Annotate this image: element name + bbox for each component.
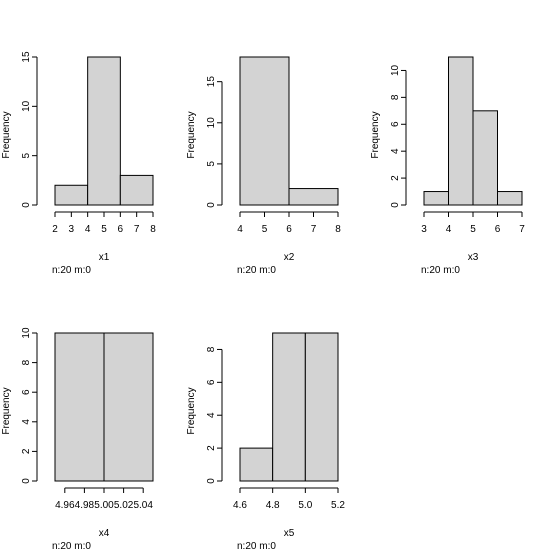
y-tick-label: 0 [206, 202, 217, 208]
y-tick-label: 5 [21, 152, 32, 158]
y-tick-label: 6 [21, 389, 32, 395]
x-tick-label: 6 [118, 224, 124, 235]
y-tick-label: 4 [21, 419, 32, 425]
histogram-bar [423, 191, 449, 206]
x-tick-label: 6 [495, 224, 501, 235]
x-tick-label: 8 [150, 224, 156, 235]
histogram-panel-x2: 4 5 6 7 8 0 5 10 15 Frequency x2 n:20 m:0 [186, 56, 341, 276]
y-tick-label: 0 [21, 478, 32, 484]
y-tick-label: 15 [206, 76, 217, 88]
sample-note: n:20 m:0 [237, 265, 276, 276]
x-tick-label: 5.2 [331, 500, 345, 511]
sample-note: n:20 m:0 [421, 265, 460, 276]
x-tick-label: 4.96 [55, 500, 75, 511]
histogram-panel-x4: 4.96 4.98 5.00 5.02 5.04 0 2 4 6 8 10 Frequency x4 n:… [1, 327, 154, 552]
y-tick-label: 10 [21, 100, 32, 112]
y-tick-label: 6 [390, 121, 401, 127]
histogram-bar [54, 332, 105, 482]
x-tick-label: 4 [237, 224, 243, 235]
y-axis-label: Frequency [1, 111, 12, 158]
x-tick-label: 5.0 [298, 500, 312, 511]
y-tick-label: 15 [21, 51, 32, 63]
x-tick-label: 4.98 [75, 500, 95, 511]
x-axis-label: x3 [468, 252, 479, 263]
y-tick-label: 8 [21, 359, 32, 365]
histogram-panel-x3: 3 4 5 6 7 0 2 4 6 8 10 Frequency x3 n:20 m:0 [370, 56, 525, 276]
y-axis-label: Frequency [186, 111, 197, 158]
x-tick-label: 5 [101, 224, 107, 235]
y-tick-label: 10 [206, 117, 217, 129]
histogram-bar [103, 332, 154, 482]
histogram-bar [272, 332, 306, 482]
y-tick-label: 4 [206, 412, 217, 418]
y-tick-label: 10 [390, 64, 401, 76]
histogram-bar [472, 110, 498, 206]
x-tick-label: 5.04 [133, 500, 153, 511]
y-tick-label: 4 [390, 148, 401, 154]
histogram-bar [54, 184, 89, 206]
x-tick-label: 7 [311, 224, 317, 235]
histogram-bar [288, 188, 339, 206]
y-axis-label: Frequency [186, 387, 197, 434]
x-axis-label: x1 [99, 252, 110, 263]
x-tick-label: 7 [134, 224, 140, 235]
y-tick-label: 0 [21, 202, 32, 208]
x-tick-label: 5 [470, 224, 476, 235]
x-axis-label: x2 [284, 252, 295, 263]
y-tick-label: 8 [390, 94, 401, 100]
x-tick-label: 4.8 [266, 500, 280, 511]
histogram-bar [87, 56, 121, 206]
y-tick-label: 0 [206, 478, 217, 484]
x-axis-label: x5 [284, 528, 295, 539]
sample-note: n:20 m:0 [237, 541, 276, 552]
x-tick-label: 4 [85, 224, 91, 235]
y-tick-label: 2 [21, 448, 32, 454]
x-tick-label: 3 [421, 224, 427, 235]
x-tick-label: 6 [286, 224, 292, 235]
histogram-bar [119, 174, 154, 206]
histogram-bar [304, 332, 339, 482]
y-tick-label: 5 [206, 161, 217, 167]
y-tick-label: 0 [390, 202, 401, 208]
y-axis-label: Frequency [370, 111, 381, 158]
y-axis-label: Frequency [1, 387, 12, 434]
x-axis-label: x4 [99, 528, 110, 539]
histogram-bar [497, 191, 523, 206]
y-tick-label: 2 [206, 445, 217, 451]
x-tick-label: 5 [262, 224, 268, 235]
x-tick-label: 7 [519, 224, 525, 235]
x-tick-label: 5.00 [94, 500, 114, 511]
histogram-bar [448, 56, 474, 206]
x-tick-label: 2 [52, 224, 58, 235]
x-tick-label: 4 [446, 224, 452, 235]
x-tick-label: 5.02 [114, 500, 134, 511]
histogram-panel-x5: 4.6 4.8 5.0 5.2 0 2 4 6 8 Frequency x5 n:20 m:0 [186, 332, 345, 552]
x-tick-label: 8 [335, 224, 341, 235]
x-tick-label: 4.6 [233, 500, 247, 511]
sample-note: n:20 m:0 [52, 265, 91, 276]
y-tick-label: 6 [206, 379, 217, 385]
x-tick-label: 3 [69, 224, 75, 235]
histogram-bar [239, 56, 290, 206]
histogram-bar [239, 447, 274, 482]
y-tick-label: 2 [390, 175, 401, 181]
y-tick-label: 10 [21, 327, 32, 339]
sample-note: n:20 m:0 [52, 541, 91, 552]
y-tick-label: 8 [206, 346, 217, 352]
